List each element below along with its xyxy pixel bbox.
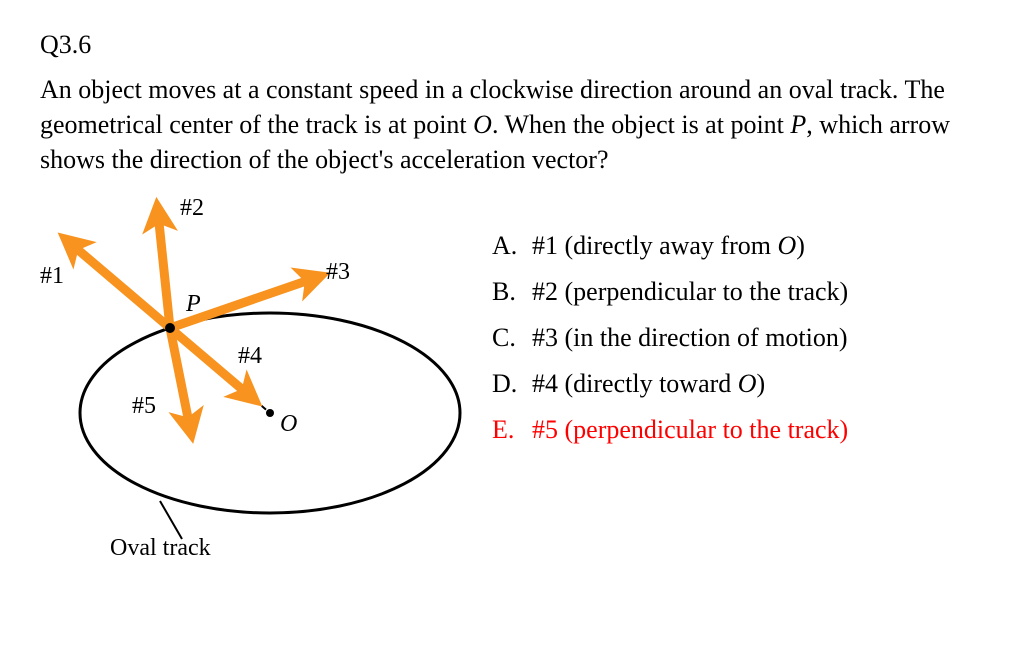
- figure-label: #1: [40, 263, 64, 290]
- answer-choice: C.#3 (in the direction of motion): [492, 323, 994, 353]
- answer-choice: B.#2 (perpendicular to the track): [492, 277, 994, 307]
- figure-diagram: #1 #2 #3 #4 #5 P O Oval track: [40, 183, 480, 563]
- choice-letter: E.: [492, 415, 532, 445]
- choice-text: #1 (directly away from O): [532, 231, 805, 261]
- content-row: #1 #2 #3 #4 #5 P O Oval track A.#1 (directly aw…: [40, 183, 994, 563]
- choice-text: #5 (perpendicular to the track): [532, 415, 848, 445]
- choice-text: #2 (perpendicular to the track): [532, 277, 848, 307]
- arrow-2: [158, 213, 170, 328]
- arrow-1: [70, 243, 170, 328]
- answer-choices: A.#1 (directly away from O)B.#2 (perpend…: [480, 183, 994, 461]
- choice-text: #3 (in the direction of motion): [532, 323, 848, 353]
- figure-label: P: [186, 291, 201, 318]
- question-number: Q3.6: [40, 30, 994, 60]
- figure-label: O: [280, 411, 297, 438]
- answer-choice: E.#5 (perpendicular to the track): [492, 415, 994, 445]
- answer-choice: D.#4 (directly toward O): [492, 369, 994, 399]
- figure-label: #4: [238, 343, 262, 370]
- figure-label: #2: [180, 195, 204, 222]
- figure-label: #5: [132, 393, 156, 420]
- choice-letter: A.: [492, 231, 532, 261]
- choice-letter: C.: [492, 323, 532, 353]
- choice-letter: B.: [492, 277, 532, 307]
- question-prompt: An object moves at a constant speed in a…: [40, 72, 994, 177]
- figure-label: #3: [326, 259, 350, 286]
- choice-letter: D.: [492, 369, 532, 399]
- figure-label: Oval track: [110, 535, 211, 562]
- choice-text: #4 (directly toward O): [532, 369, 765, 399]
- answer-choice: A.#1 (directly away from O): [492, 231, 994, 261]
